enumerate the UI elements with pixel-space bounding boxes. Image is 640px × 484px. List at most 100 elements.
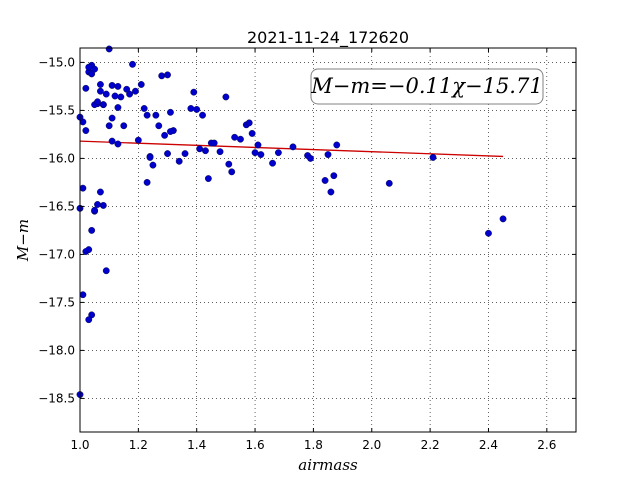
data-point (210, 139, 218, 147)
data-point (175, 157, 183, 165)
data-point (307, 154, 314, 162)
data-point (79, 184, 87, 192)
data-point (231, 133, 239, 141)
data-point (161, 131, 169, 139)
y-axis-label: M−m (14, 219, 32, 262)
y-tick-label: −17.0 (38, 247, 75, 261)
data-point (158, 72, 166, 80)
data-point (321, 177, 329, 184)
x-tick-label: 2.2 (421, 438, 440, 452)
data-point (274, 149, 282, 157)
data-point (199, 111, 206, 119)
data-point (120, 122, 128, 130)
x-tick-label: 1.8 (304, 438, 323, 452)
data-point (149, 161, 157, 169)
data-point (196, 145, 204, 153)
data-point (164, 71, 171, 79)
data-point (97, 81, 104, 88)
x-tick-label: 1.6 (246, 438, 265, 452)
data-point (485, 229, 492, 237)
x-tick-label: 1.4 (187, 438, 206, 452)
data-point (330, 172, 338, 180)
x-axis-label: airmass (298, 456, 358, 474)
data-point (228, 168, 236, 176)
data-points-layer (76, 45, 507, 398)
data-point (248, 130, 256, 137)
data-point (108, 82, 116, 89)
data-point (324, 151, 332, 158)
data-point (85, 316, 93, 324)
chart-title: 2021-11-24_172620 (247, 28, 409, 48)
data-point (146, 154, 154, 161)
y-tick-label: −16.0 (38, 151, 75, 165)
data-point (155, 122, 163, 130)
y-tick-label: −15.0 (38, 55, 75, 69)
grid-layer (79, 48, 576, 432)
data-point (108, 137, 116, 145)
data-point (94, 98, 101, 106)
data-point (88, 226, 96, 234)
data-point (164, 150, 171, 158)
plot-frame (79, 47, 577, 433)
data-point (111, 92, 119, 100)
data-point (202, 147, 209, 155)
data-point (251, 149, 259, 157)
data-point (108, 114, 116, 122)
data-point (91, 206, 98, 214)
data-point (193, 106, 201, 113)
data-point (82, 127, 90, 134)
data-point (237, 135, 244, 143)
y-tick-label: −15.5 (38, 103, 75, 117)
data-point (117, 93, 125, 101)
data-point (97, 87, 104, 95)
annotation-frame (310, 68, 544, 105)
fit-equation-text: M−m=−0.11χ−15.71 (310, 74, 542, 98)
data-point (225, 160, 233, 168)
data-point (429, 154, 437, 161)
data-point (167, 128, 174, 135)
data-point (289, 143, 297, 151)
data-point (114, 104, 122, 111)
fit-equation-annotation: M−m=−0.11χ−15.71 (310, 68, 544, 105)
data-point (82, 84, 90, 92)
data-point (85, 246, 93, 254)
data-point (385, 179, 393, 187)
x-tick-label: 2.6 (537, 438, 556, 452)
data-point (129, 60, 136, 68)
data-point (167, 108, 174, 116)
data-point (257, 151, 265, 158)
data-point (269, 159, 276, 167)
data-point (140, 105, 148, 112)
data-point (204, 175, 212, 182)
x-tick-label: 1.2 (129, 438, 148, 452)
data-point (254, 141, 262, 149)
data-point (333, 141, 341, 149)
data-point (97, 188, 104, 196)
data-point (88, 70, 96, 78)
data-point (245, 119, 253, 127)
ticks-layer: 1.0 1.2 1.4 1.6 1.8 2.0 2.2 2.4 2.6 −15.0 −15.5 −16… (38, 48, 576, 452)
data-point (79, 291, 87, 299)
data-point (134, 136, 142, 144)
x-tick-label: 2.0 (362, 438, 381, 452)
y-tick-label: −16.5 (38, 199, 75, 213)
y-tick-label: −18.5 (38, 391, 75, 405)
data-point (143, 111, 151, 119)
data-point (102, 90, 110, 98)
data-point (137, 81, 145, 88)
data-point (102, 267, 110, 275)
data-point (105, 45, 113, 53)
data-point (181, 150, 189, 158)
data-point (152, 111, 160, 119)
data-point (190, 88, 198, 96)
data-point (85, 63, 93, 71)
y-tick-label: −17.5 (38, 295, 75, 309)
data-point (114, 140, 122, 148)
data-point (114, 83, 122, 90)
data-point (143, 178, 151, 186)
data-point (99, 101, 107, 109)
data-point (132, 87, 139, 95)
data-point (216, 148, 224, 156)
